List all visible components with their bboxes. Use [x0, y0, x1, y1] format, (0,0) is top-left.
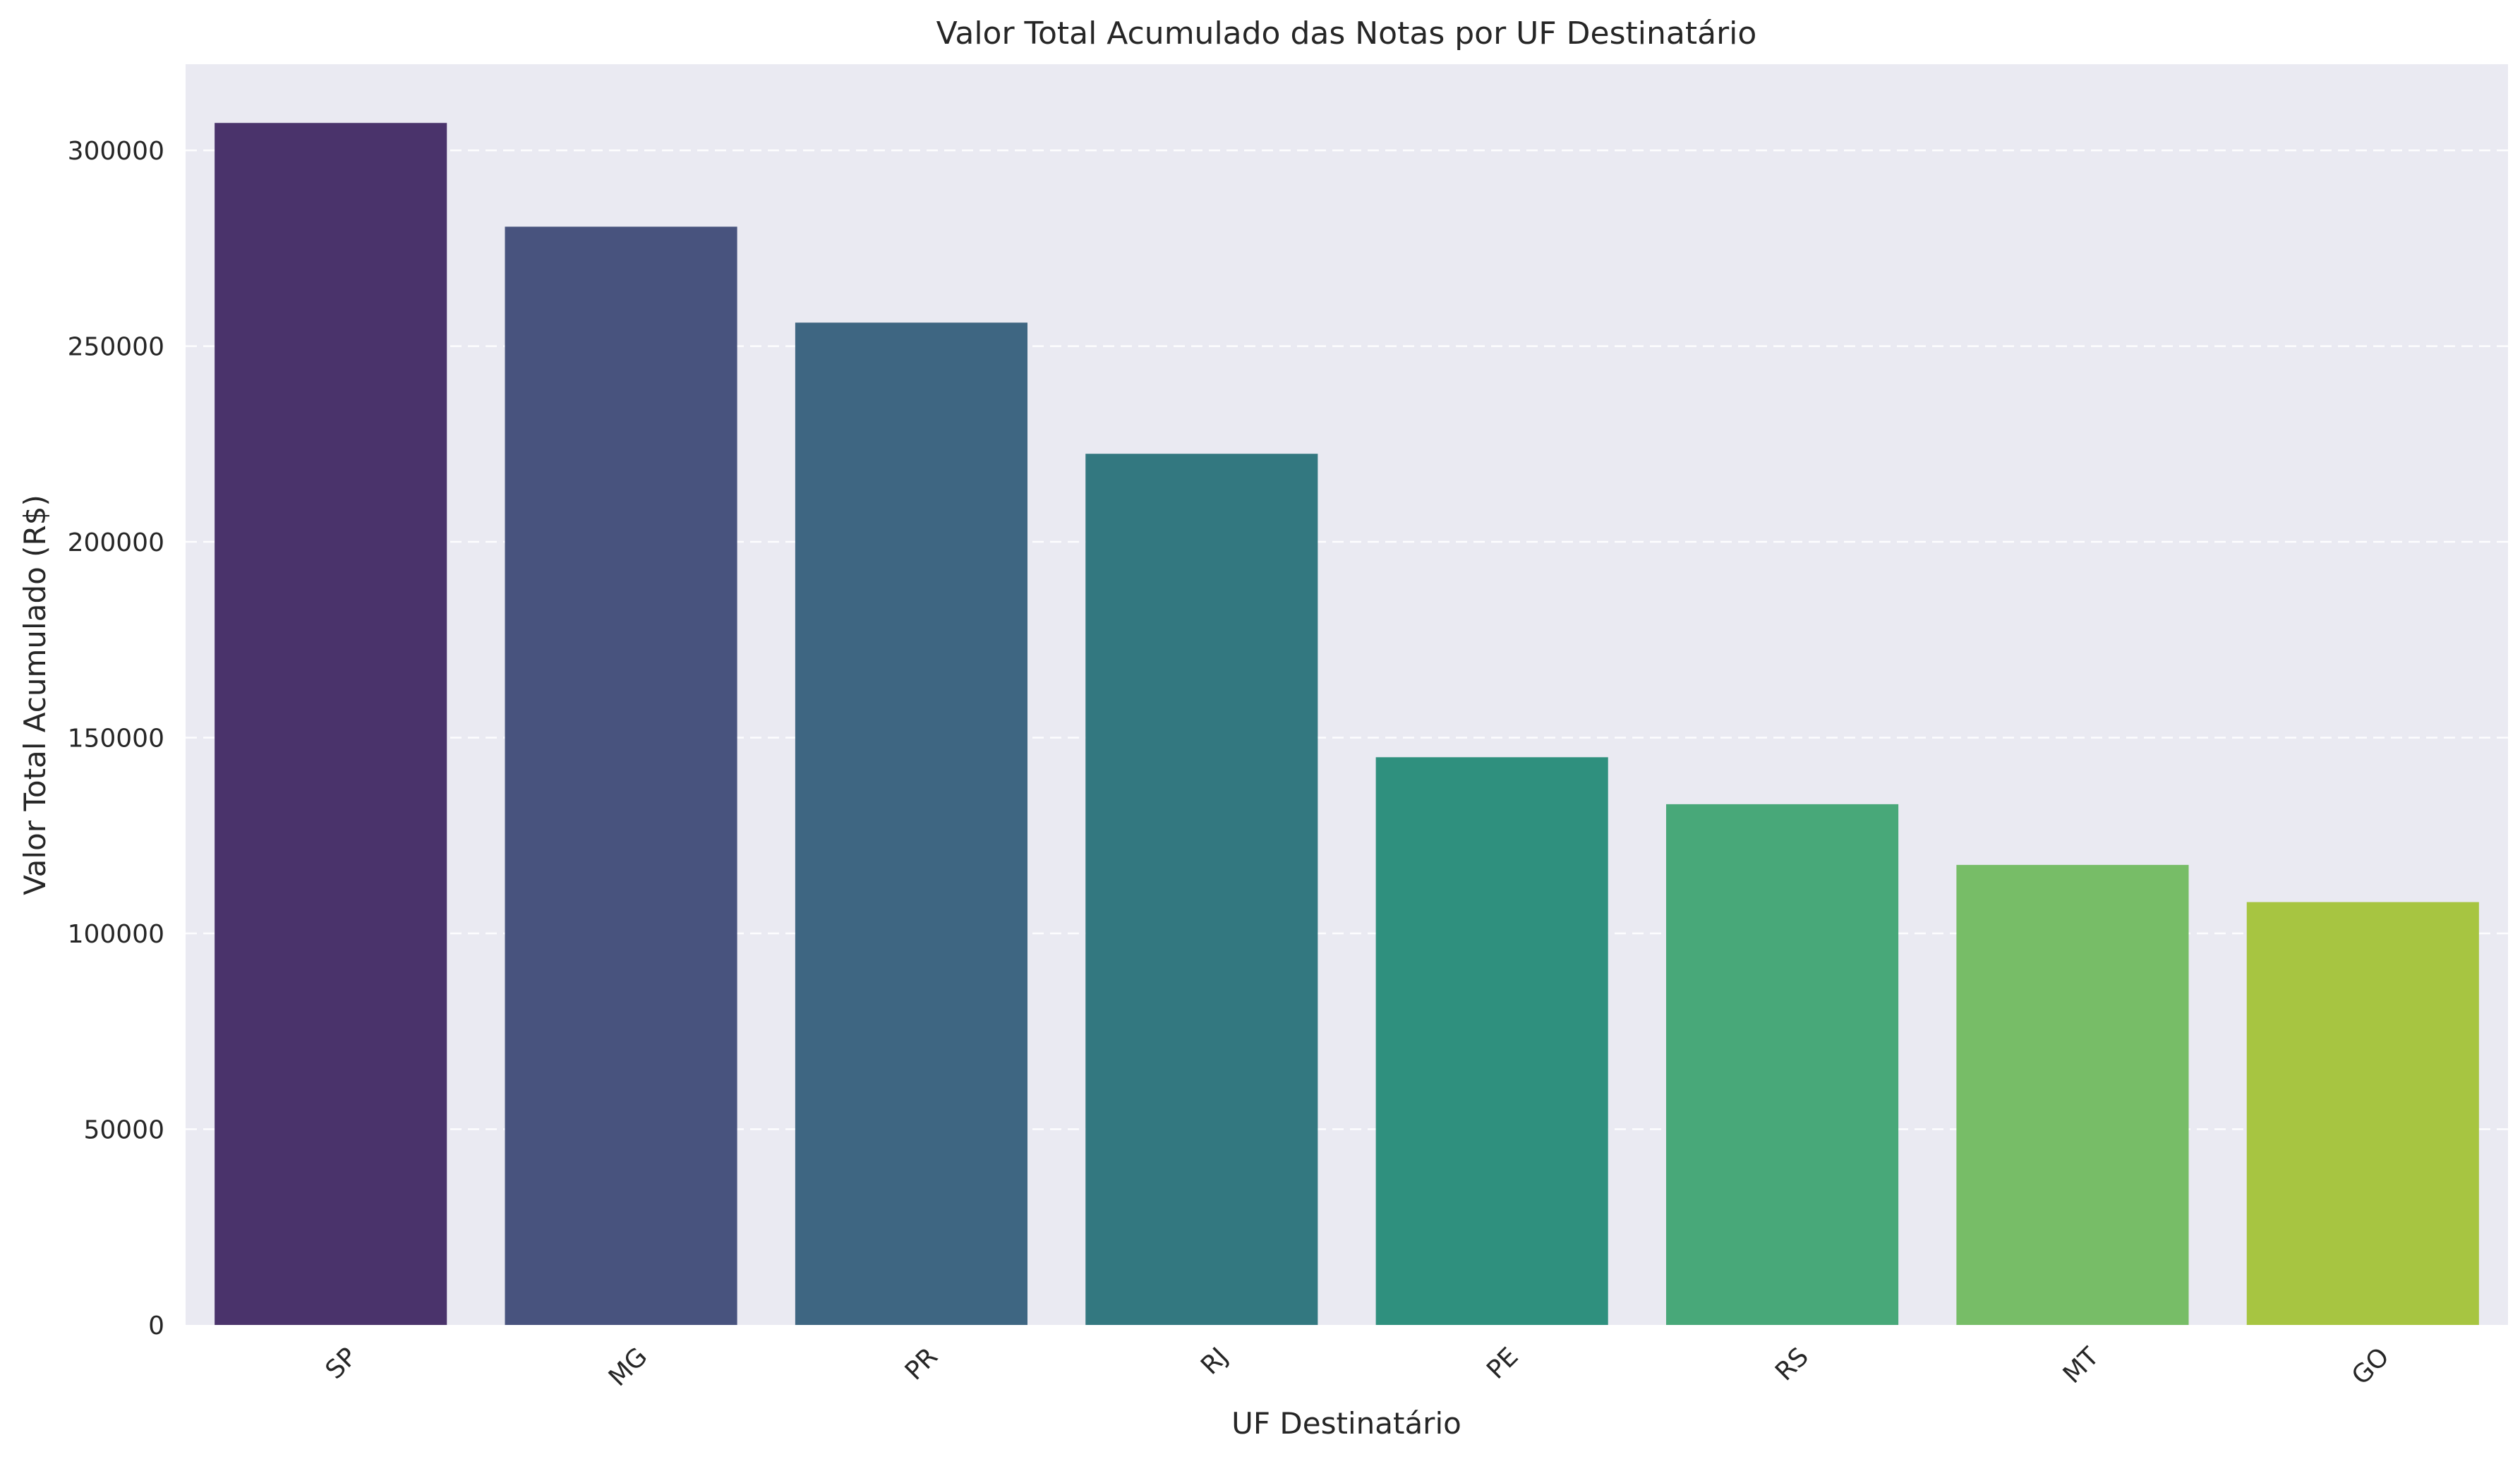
bar-rs — [1666, 804, 1899, 1325]
x-tick-label: MG — [603, 1342, 653, 1392]
bar-pr — [795, 322, 1027, 1325]
x-tick-label: MT — [2058, 1342, 2105, 1389]
bars — [215, 123, 2479, 1325]
y-tick-label: 150000 — [68, 725, 164, 753]
y-tick-labels: 0 50000 100000 150000 200000 250000 300000 — [68, 137, 164, 1340]
x-tick-label: RJ — [1195, 1342, 1234, 1380]
y-tick-label: 100000 — [68, 920, 164, 949]
y-tick-label: 250000 — [68, 333, 164, 362]
y-tick-label: 300000 — [68, 137, 164, 166]
bar-pe — [1375, 757, 1608, 1325]
bar-go — [2246, 902, 2479, 1325]
x-tick-label: PR — [900, 1342, 944, 1386]
x-tick-label: RS — [1770, 1342, 1814, 1386]
y-axis-label: Valor Total Acumulado (R$) — [18, 495, 52, 895]
chart-title: Valor Total Acumulado das Notas por UF D… — [936, 16, 1757, 52]
bar-mt — [1956, 864, 2189, 1325]
x-tick-labels: SP MG PR RJ PE RS MT GO — [320, 1342, 2395, 1392]
bar-mg — [505, 226, 737, 1325]
x-tick-label: GO — [2346, 1342, 2395, 1391]
y-tick-label: 50000 — [83, 1116, 164, 1145]
x-tick-label: PE — [1481, 1342, 1524, 1384]
bar-rj — [1085, 454, 1318, 1325]
y-tick-label: 200000 — [68, 528, 164, 557]
x-axis-label: UF Destinatário — [1231, 1406, 1461, 1441]
y-tick-label: 0 — [148, 1312, 164, 1340]
x-tick-label: SP — [320, 1342, 363, 1385]
bar-sp — [215, 123, 447, 1325]
